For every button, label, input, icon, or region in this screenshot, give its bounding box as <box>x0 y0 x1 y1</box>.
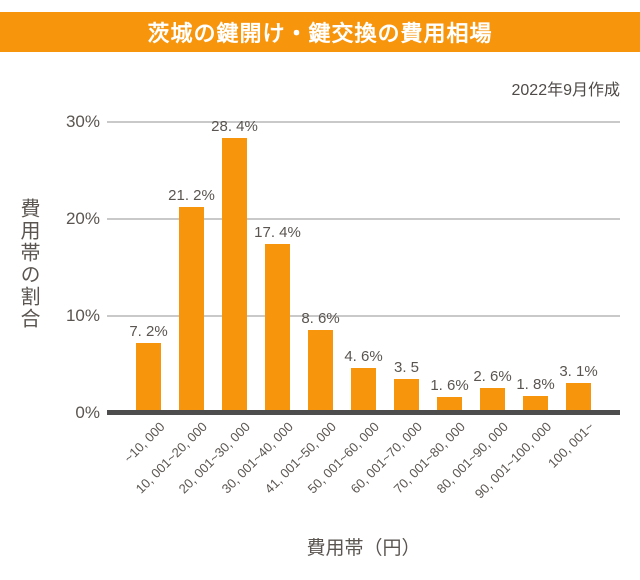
bar: 4. 6% <box>344 348 383 413</box>
bar-value-label: 3. 1% <box>559 362 598 380</box>
bar-value-label: 17. 4% <box>254 224 301 242</box>
created-date-note: 2022年9月作成 <box>511 82 621 99</box>
bar-value-label: 3. 5 <box>393 359 420 377</box>
y-axis-title: 費用帯の割合 <box>17 198 39 330</box>
y-tick-label: 10% <box>65 306 100 325</box>
x-tick-label: 90, 001~100, 000 <box>471 419 555 502</box>
gridline <box>107 315 620 317</box>
bar-value-label: 7. 2% <box>129 323 168 341</box>
bar: 28. 4% <box>211 118 258 413</box>
bar-value-label: 1. 8% <box>516 375 555 393</box>
gridline <box>107 218 620 220</box>
bar-value-label: 4. 6% <box>344 348 383 366</box>
y-tick-label: 20% <box>65 209 100 228</box>
bar-value-label: 21. 2% <box>168 187 215 205</box>
y-tick-label: 30% <box>65 112 100 131</box>
bar: 21. 2% <box>168 187 215 413</box>
chart-title: 茨城の鍵開け・鍵交換の費用相場 <box>147 21 493 46</box>
y-tick-label: 0% <box>75 403 100 422</box>
x-axis-line <box>107 410 620 415</box>
bar: 8. 6% <box>301 310 340 413</box>
bar-value-label: 8. 6% <box>301 309 340 327</box>
x-axis-title: 費用帯（円） <box>306 538 421 559</box>
y-axis-ticks: 30% 20% 10% 0% <box>0 0 100 580</box>
chart-title-banner: 茨城の鍵開け・鍵交換の費用相場 <box>0 12 640 52</box>
x-tick-label: 100, 001~ <box>545 419 598 471</box>
bar: 2. 6% <box>473 368 512 413</box>
bar: 1. 8% <box>516 376 555 413</box>
bar: 7. 2% <box>129 323 168 413</box>
bars-container: 7. 2% 21. 2% 28. 4% 17. 4% 8. 6% 4. 6% 3. 5 1. … <box>107 118 620 413</box>
bar: 17. 4% <box>254 224 301 413</box>
plot-area: 7. 2% 21. 2% 28. 4% 17. 4% 8. 6% 4. 6% 3. 5 1. … <box>107 118 620 415</box>
bar-value-label: 2. 6% <box>473 367 512 385</box>
bar: 3. 5 <box>394 359 419 413</box>
bar: 1. 6% <box>430 377 469 413</box>
bar-value-label: 1. 6% <box>430 377 469 395</box>
bar: 3. 1% <box>559 363 598 413</box>
gridline <box>107 121 620 123</box>
bar-value-label: 28. 4% <box>211 117 258 135</box>
